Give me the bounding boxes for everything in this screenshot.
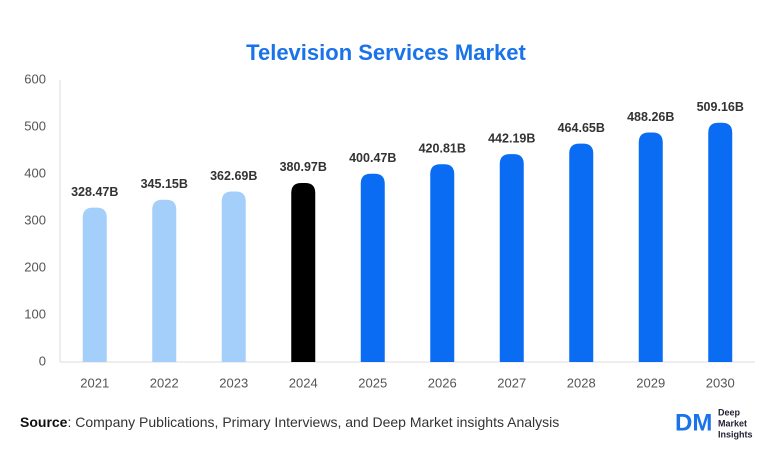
bar [152,199,177,362]
chart-title: Television Services Market [246,40,526,65]
y-tick-label: 100 [24,306,46,321]
value-label: 420.81B [419,142,466,156]
x-tick-label: 2024 [289,375,318,390]
logo-text: Market [718,418,747,428]
value-label: 345.15B [141,177,188,191]
bar [430,164,455,362]
source-text: : Company Publications, Primary Intervie… [67,414,559,430]
y-tick-label: 500 [24,118,46,133]
y-tick-label: 200 [24,259,46,274]
value-label: 400.47B [349,151,396,165]
source-label: Source [20,414,68,430]
bar [638,132,663,362]
x-tick-label: 2021 [80,375,109,390]
value-label: 362.69B [210,169,257,183]
bar [569,143,594,362]
y-tick-label: 300 [24,212,46,227]
value-label: 509.16B [697,100,744,114]
logo-mark: DM [675,409,712,436]
x-tick-label: 2026 [428,375,457,390]
y-tick-label: 400 [24,165,46,180]
value-label: 488.26B [627,110,674,124]
value-label: 380.97B [280,160,327,174]
logo-text: Deep [718,407,741,417]
x-tick-label: 2022 [150,375,179,390]
bar [708,122,733,363]
value-label: 464.65B [558,121,605,135]
value-label: 328.47B [71,185,118,199]
x-tick-label: 2029 [636,375,665,390]
x-tick-label: 2028 [567,375,596,390]
y-tick-label: 0 [39,353,46,368]
bar [291,182,316,362]
bar [360,173,385,362]
bar [499,154,524,362]
x-tick-label: 2030 [706,375,735,390]
logo-text: Insights [718,429,753,439]
x-tick-label: 2025 [358,375,387,390]
x-tick-label: 2027 [497,375,526,390]
x-tick-label: 2023 [219,375,248,390]
bar [82,207,107,362]
bar [221,191,246,362]
source: Source: Company Publications, Primary In… [20,414,559,430]
y-tick-label: 600 [24,71,46,86]
value-label: 442.19B [488,131,535,145]
